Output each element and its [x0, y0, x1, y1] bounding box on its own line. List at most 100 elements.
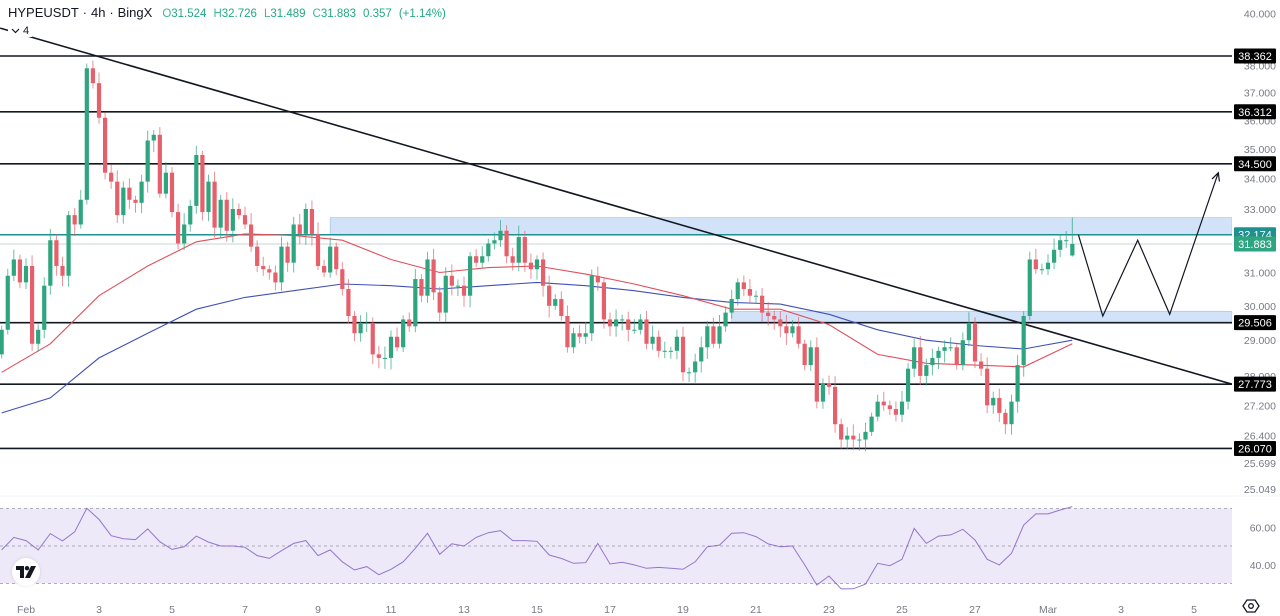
- candle-body: [534, 259, 540, 270]
- interval[interactable]: 4h: [90, 5, 106, 20]
- price-tick-label: 40.000: [1244, 9, 1276, 21]
- candle: [364, 312, 369, 332]
- candle: [182, 213, 187, 250]
- candle-body: [1070, 243, 1075, 256]
- candle: [547, 275, 552, 318]
- price-tick-label: 26.400: [1244, 431, 1276, 443]
- candle-body: [680, 336, 686, 373]
- candle-body: [328, 246, 333, 273]
- candle: [583, 321, 588, 344]
- candle: [553, 294, 558, 310]
- candle-body: [863, 431, 868, 440]
- candle: [169, 167, 175, 218]
- candle-body: [401, 319, 406, 348]
- candle-body: [814, 347, 819, 402]
- candle: [668, 346, 673, 359]
- candle-body: [334, 246, 339, 270]
- price-label-bg: [1234, 104, 1276, 120]
- candle: [5, 268, 10, 335]
- candle-body: [613, 319, 619, 327]
- candle: [528, 253, 534, 279]
- candle-body: [236, 208, 242, 216]
- candle-body: [875, 401, 880, 417]
- candle-body: [36, 329, 41, 344]
- candle: [1058, 233, 1063, 258]
- chart-legend: HYPEUSDT · 4h · BingX O31.524 H32.726 L3…: [8, 5, 446, 20]
- candle-body: [407, 319, 412, 327]
- time-tick-label: Mar: [1039, 604, 1058, 616]
- indicators-toggle[interactable]: 4: [8, 25, 33, 37]
- candle-body: [540, 259, 546, 286]
- candle: [881, 391, 886, 411]
- candle-body: [425, 259, 430, 296]
- price-axis[interactable]: 40.00038.00037.00036.00035.00034.00033.0…: [1232, 0, 1280, 496]
- candle: [778, 310, 783, 338]
- price-tick-label: 27.200: [1244, 400, 1276, 412]
- tradingview-logo[interactable]: [12, 558, 40, 586]
- time-tick-label: 19: [677, 604, 689, 616]
- candle: [72, 208, 77, 237]
- time-tick-label: Feb: [17, 604, 35, 616]
- candle-body: [346, 289, 351, 317]
- candle: [60, 256, 65, 287]
- candle: [279, 236, 284, 291]
- ohlc-values: O31.524 H32.726 L31.489 C31.883 0.357 (+…: [162, 8, 446, 20]
- high-value: H32.726: [213, 8, 257, 20]
- price-tick-label: 34.000: [1244, 174, 1276, 186]
- symbol[interactable]: HYPEUSDT: [8, 5, 79, 20]
- candle: [388, 330, 394, 370]
- candle-body: [699, 347, 704, 362]
- candle: [394, 327, 400, 352]
- candle: [261, 256, 266, 276]
- candle: [370, 317, 375, 365]
- candle: [790, 320, 795, 338]
- candle-body: [510, 256, 515, 263]
- settings-icon[interactable]: [1242, 599, 1260, 613]
- price-tick-label: 38.000: [1244, 61, 1276, 73]
- price-tick-label: 35.000: [1244, 144, 1276, 156]
- candle: [516, 225, 521, 272]
- candle: [820, 378, 826, 409]
- candle-body: [370, 322, 375, 355]
- candle: [693, 353, 698, 383]
- candle: [0, 325, 4, 359]
- candle: [36, 324, 41, 352]
- candle-body: [413, 279, 418, 327]
- candle-body: [912, 347, 917, 369]
- candle: [753, 290, 759, 305]
- price-label: 29.506: [1238, 318, 1272, 330]
- candle: [650, 325, 655, 350]
- price-tick-label: 25.699: [1244, 458, 1276, 470]
- candle: [255, 240, 260, 272]
- candle-body: [607, 319, 613, 327]
- candle: [705, 320, 710, 359]
- candle: [966, 312, 972, 347]
- candle: [1039, 263, 1045, 275]
- candle-body: [0, 329, 4, 355]
- candle-body: [528, 262, 534, 270]
- time-axis[interactable]: Feb 3 5 7 9 11 13 15 17 19 21 23 25 27 Mar 3 5: [17, 604, 1197, 616]
- candle: [735, 278, 740, 306]
- time-tick-label: 17: [604, 604, 616, 616]
- high-label: H: [213, 8, 222, 20]
- candle-body: [139, 181, 144, 203]
- candle-body: [547, 285, 552, 306]
- candle-body: [1003, 412, 1008, 425]
- candle: [303, 203, 308, 245]
- candle: [942, 340, 947, 363]
- candle: [285, 241, 290, 272]
- candle-body: [443, 275, 448, 313]
- time-tick-label: 15: [531, 604, 543, 616]
- candle: [407, 312, 412, 332]
- candle-body: [918, 347, 923, 376]
- candle-body: [133, 199, 138, 203]
- price-tick-label: 29.000: [1244, 335, 1276, 347]
- price-tick-label: 31.000: [1244, 267, 1276, 279]
- candle-body: [960, 340, 965, 366]
- candle-body: [881, 401, 886, 406]
- candle: [11, 249, 16, 282]
- low: 31.489: [270, 8, 306, 20]
- candle-body: [747, 289, 753, 296]
- candle: [875, 394, 880, 422]
